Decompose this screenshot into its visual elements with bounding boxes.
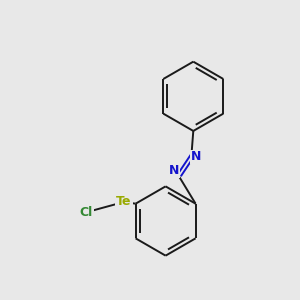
Text: Cl: Cl [79,206,92,219]
Text: N: N [190,150,201,164]
Text: Te: Te [116,196,132,208]
Text: N: N [169,164,179,177]
